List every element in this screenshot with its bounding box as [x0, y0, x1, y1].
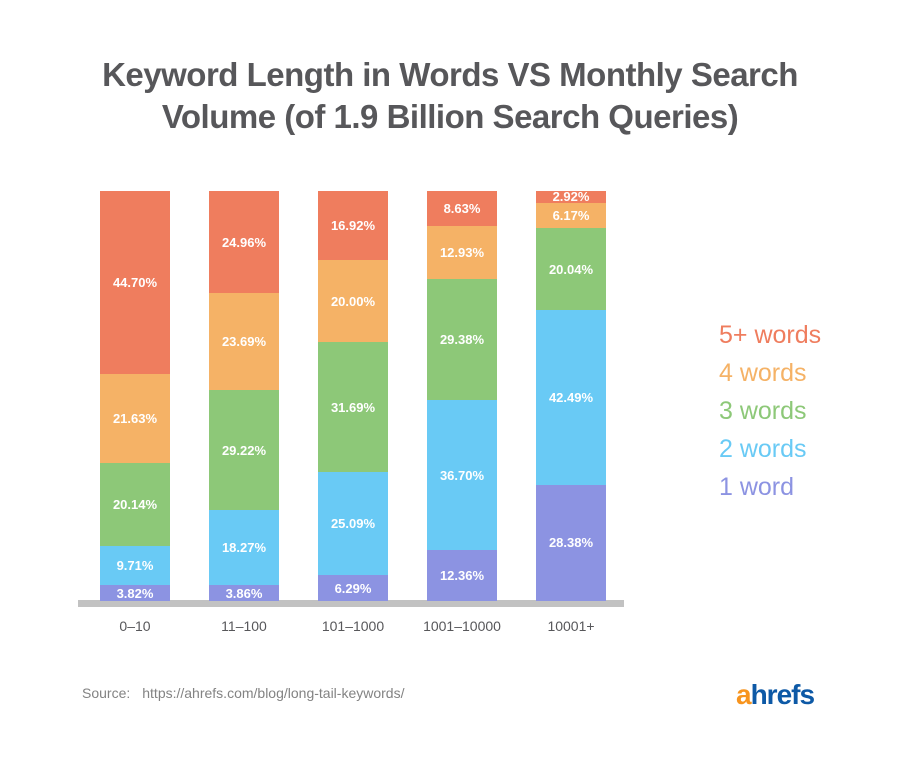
source-line: Source: https://ahrefs.com/blog/long-tail… — [82, 685, 404, 701]
segment-label: 18.27% — [221, 540, 267, 556]
bar-segment: 36.70% — [427, 399, 497, 551]
legend: 5+ words 4 words 3 words 2 words 1 word — [719, 316, 821, 506]
source-label: Source: — [82, 685, 131, 701]
segment-label: 3.86% — [225, 585, 263, 601]
segment-label: 23.69% — [221, 334, 267, 350]
stacked-bar: 16.92% 20.00% 31.69% 25.09% 6.29% — [318, 191, 388, 601]
x-axis-tick-label: 0–10 — [119, 618, 151, 634]
bar-segment: 21.63% — [100, 374, 170, 463]
segment-label: 3.82% — [116, 585, 154, 601]
segment-label: 9.71% — [116, 557, 154, 573]
segment-label: 21.63% — [112, 411, 158, 427]
segment-label: 20.00% — [330, 293, 376, 309]
legend-item: 1 word — [719, 473, 795, 501]
stacked-bar: 24.96% 23.69% 29.22% 18.27% 3.86% — [209, 191, 279, 601]
bar-segment: 31.69% — [318, 342, 388, 473]
bar-segment: 44.70% — [100, 191, 170, 375]
segment-label: 12.93% — [439, 245, 485, 261]
bar-segment: 2.92% — [536, 189, 606, 205]
segment-label: 31.69% — [330, 399, 376, 415]
chart-title: Keyword Length in Words VS Monthly Searc… — [0, 54, 900, 138]
legend-item: 2 words — [719, 435, 807, 463]
legend-item: 4 words — [719, 359, 807, 387]
segment-label: 12.36% — [439, 568, 485, 584]
bar-segment: 9.71% — [100, 545, 170, 586]
ahrefs-logo-a: a — [736, 679, 752, 710]
segment-label: 25.09% — [330, 516, 376, 532]
stacked-bar: 44.70% 21.63% 20.14% 9.71% 3.82% — [100, 191, 170, 601]
bar-segment: 20.00% — [318, 260, 388, 343]
x-axis-tick-label: 101–1000 — [321, 618, 385, 634]
segment-label: 44.70% — [112, 275, 158, 291]
x-axis-tick-label: 10001+ — [547, 618, 595, 634]
stacked-bar: 8.63% 12.93% 29.38% 36.70% 12.36% — [427, 191, 497, 601]
segment-label: 20.04% — [548, 261, 594, 277]
segment-label: 8.63% — [443, 201, 481, 217]
bar-segment: 23.69% — [209, 293, 279, 391]
chart-title-line-1: Keyword Length in Words VS Monthly Searc… — [102, 56, 798, 93]
bar-segment: 29.38% — [427, 279, 497, 400]
segment-label: 29.22% — [221, 442, 267, 458]
bar-segment: 6.29% — [318, 575, 388, 601]
x-axis-tick-label: 11–100 — [221, 618, 267, 634]
x-axis-line — [78, 600, 624, 607]
bar-segment: 20.14% — [100, 462, 170, 546]
bar-segment: 3.86% — [209, 585, 279, 601]
bar-segment: 12.36% — [427, 550, 497, 601]
segment-label: 2.92% — [552, 189, 590, 205]
stacked-bar: 2.92% 6.17% 20.04% 42.49% 28.38% — [536, 189, 606, 601]
segment-label: 20.14% — [112, 496, 158, 512]
bar-segment: 8.63% — [427, 191, 497, 227]
x-axis-tick-label: 1001–10000 — [423, 618, 501, 634]
ahrefs-logo: ahrefs — [736, 679, 815, 711]
segment-label: 36.70% — [439, 467, 485, 483]
source-url: https://ahrefs.com/blog/long-tail-keywor… — [142, 685, 405, 701]
bar-segment: 42.49% — [536, 310, 606, 485]
segment-label: 42.49% — [548, 390, 594, 406]
bar-segment: 29.22% — [209, 390, 279, 511]
segment-label: 16.92% — [330, 218, 376, 234]
segment-label: 6.29% — [334, 580, 372, 596]
bar-segment: 12.93% — [427, 226, 497, 280]
segment-label: 24.96% — [221, 234, 267, 250]
legend-item: 3 words — [719, 397, 807, 425]
bar-segment: 3.82% — [100, 585, 170, 601]
segment-label: 6.17% — [552, 208, 590, 224]
bar-segment: 18.27% — [209, 510, 279, 586]
bar-segment: 28.38% — [536, 484, 606, 601]
bar-segment: 6.17% — [536, 202, 606, 229]
segment-label: 28.38% — [548, 535, 594, 551]
bar-segment: 25.09% — [318, 472, 388, 576]
bar-segment: 24.96% — [209, 191, 279, 294]
ahrefs-logo-hrefs: hrefs — [750, 679, 815, 710]
legend-item: 5+ words — [719, 321, 822, 349]
chart-title-line-2: Volume (of 1.9 Billion Search Queries) — [161, 98, 739, 135]
bar-segment: 20.04% — [536, 228, 606, 311]
bar-segment: 16.92% — [318, 191, 388, 261]
segment-label: 29.38% — [439, 332, 485, 348]
